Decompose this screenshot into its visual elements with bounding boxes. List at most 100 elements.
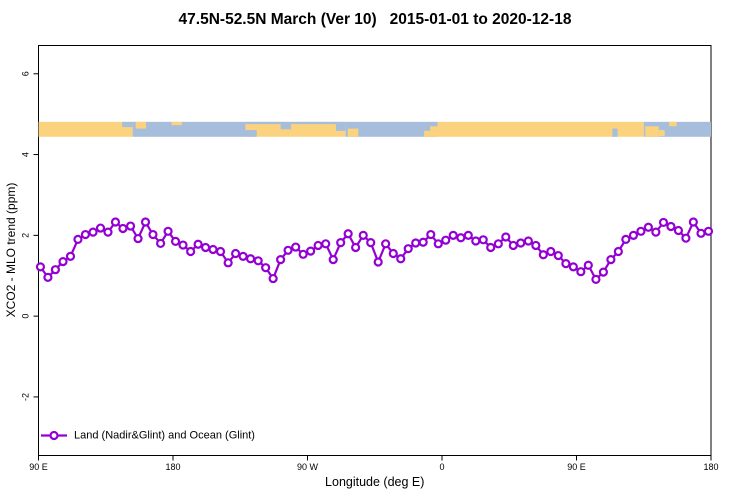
- data-point: [50, 265, 60, 275]
- data-point: [245, 254, 256, 264]
- data-point: [200, 242, 211, 253]
- band-coastline-patch-ocean: [335, 124, 346, 131]
- band-coastline-patch-ocean: [245, 121, 346, 125]
- data-point: [583, 260, 593, 270]
- data-point: [606, 254, 616, 265]
- y-tick-label: 6: [21, 71, 31, 76]
- data-point: [493, 239, 503, 249]
- data-point: [411, 238, 421, 248]
- x-tick-label: 0: [439, 462, 444, 472]
- data-point: [253, 256, 263, 266]
- data-point: [666, 221, 676, 232]
- data-point: [298, 249, 308, 259]
- data-point: [523, 236, 533, 246]
- data-point: [441, 235, 451, 245]
- data-point: [35, 262, 46, 272]
- data-point: [208, 244, 218, 255]
- data-point: [336, 238, 346, 248]
- x-tick-label: 90 W: [297, 462, 319, 472]
- data-point: [553, 250, 563, 261]
- band-coastline-patch-land: [135, 121, 147, 129]
- data-point: [125, 221, 136, 231]
- x-tick-label: 90 E: [29, 462, 48, 472]
- band-segment-ocean: [132, 121, 246, 137]
- data-point: [456, 233, 466, 243]
- legend-marker-circle: [49, 430, 59, 441]
- data-point: [238, 251, 248, 261]
- data-point: [561, 259, 571, 269]
- data-point: [65, 251, 76, 261]
- data-point: [118, 223, 128, 234]
- x-tick-label: 180: [165, 462, 180, 472]
- y-tick-label: 2: [21, 233, 31, 238]
- data-point: [43, 272, 53, 282]
- y-axis: -2 0 2 4 6: [21, 71, 39, 401]
- data-point: [140, 217, 151, 227]
- data-point: [178, 240, 188, 250]
- data-point: [628, 230, 639, 240]
- band-coastline-patch-land: [430, 126, 438, 131]
- data-point: [373, 257, 383, 267]
- data-point: [426, 229, 436, 240]
- band-coastline-patch-ocean: [612, 128, 618, 137]
- legend: Land (Nadir&Glint) and Ocean (Glint): [41, 430, 255, 442]
- data-point: [268, 273, 278, 284]
- band-coastline-patch-land: [645, 126, 659, 137]
- data-point: [688, 217, 698, 227]
- data-point: [643, 222, 653, 232]
- plot-box: [38, 45, 712, 456]
- land-ocean-band: [38, 121, 711, 137]
- data-point: [448, 230, 458, 240]
- data-point: [418, 237, 428, 247]
- band-coastline-patch-ocean: [245, 130, 257, 137]
- data-point: [276, 254, 286, 265]
- band-coastline-patch-ocean: [122, 121, 133, 128]
- chart-title: 47.5N-52.5N March (Ver 10) 2015-01-01 to…: [178, 11, 572, 28]
- data-point: [313, 240, 323, 251]
- data-point: [463, 230, 473, 240]
- data-point: [381, 239, 391, 249]
- data-point: [651, 227, 661, 237]
- data-point: [58, 257, 68, 267]
- data-point: [103, 227, 113, 237]
- data-point: [621, 234, 631, 244]
- data-point: [358, 230, 368, 240]
- data-point: [328, 254, 338, 265]
- data-point: [478, 235, 488, 245]
- data-point: [321, 239, 331, 249]
- data-point: [598, 267, 609, 277]
- data-point: [223, 258, 233, 268]
- data-point: [95, 223, 106, 233]
- data-point: [696, 228, 706, 238]
- data-point: [343, 229, 353, 239]
- data-point: [351, 242, 361, 253]
- data-point: [576, 267, 586, 277]
- data-point: [403, 244, 413, 254]
- data-point: [486, 242, 496, 253]
- data-point: [471, 236, 481, 246]
- band-coastline-patch-ocean: [280, 124, 292, 130]
- data-series: [35, 217, 714, 284]
- data-point: [291, 242, 301, 252]
- band-coastline-patch-land: [658, 130, 665, 137]
- data-point: [110, 217, 121, 227]
- legend-label: Land (Nadir&Glint) and Ocean (Glint): [74, 430, 255, 442]
- data-point: [73, 234, 83, 244]
- y-tick-label: -2: [21, 393, 31, 401]
- data-point: [531, 240, 541, 251]
- data-point: [231, 248, 241, 259]
- data-point: [388, 248, 398, 259]
- data-point: [148, 229, 158, 240]
- band-segment-land: [245, 121, 346, 137]
- band-coastline-patch-land: [424, 130, 438, 137]
- data-point: [88, 227, 98, 237]
- data-point: [658, 217, 669, 228]
- data-point: [613, 246, 623, 257]
- x-tick-label: 180: [703, 462, 718, 472]
- band-segment-land: [38, 121, 133, 137]
- data-point: [155, 238, 166, 249]
- series-line: [39, 220, 709, 281]
- data-point: [80, 229, 91, 240]
- data-point: [306, 246, 316, 256]
